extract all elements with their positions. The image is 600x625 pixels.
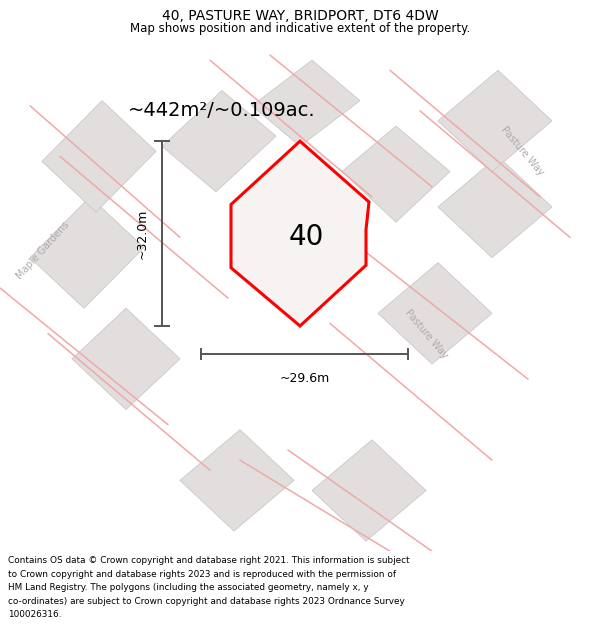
Polygon shape	[72, 308, 180, 409]
Text: co-ordinates) are subject to Crown copyright and database rights 2023 Ordnance S: co-ordinates) are subject to Crown copyr…	[8, 597, 404, 606]
Text: Pasture Way: Pasture Way	[403, 307, 449, 360]
Polygon shape	[342, 126, 450, 222]
Text: Maple Gardens: Maple Gardens	[15, 219, 71, 281]
Text: Contains OS data © Crown copyright and database right 2021. This information is : Contains OS data © Crown copyright and d…	[8, 556, 409, 566]
Polygon shape	[231, 141, 369, 326]
Text: ~442m²/~0.109ac.: ~442m²/~0.109ac.	[128, 101, 316, 120]
Text: Pasture Way: Pasture Way	[499, 125, 545, 177]
Text: Map shows position and indicative extent of the property.: Map shows position and indicative extent…	[130, 22, 470, 35]
Text: 40: 40	[289, 223, 323, 251]
Polygon shape	[42, 101, 156, 212]
Polygon shape	[162, 91, 276, 192]
Polygon shape	[312, 440, 426, 541]
Polygon shape	[378, 262, 492, 364]
Polygon shape	[438, 156, 552, 258]
Polygon shape	[252, 60, 360, 146]
Text: 100026316.: 100026316.	[8, 611, 61, 619]
Text: ~32.0m: ~32.0m	[136, 208, 149, 259]
Polygon shape	[30, 197, 144, 308]
Text: HM Land Registry. The polygons (including the associated geometry, namely x, y: HM Land Registry. The polygons (includin…	[8, 583, 368, 592]
Polygon shape	[438, 70, 552, 171]
Text: ~29.6m: ~29.6m	[280, 371, 329, 384]
Polygon shape	[180, 430, 294, 531]
Text: to Crown copyright and database rights 2023 and is reproduced with the permissio: to Crown copyright and database rights 2…	[8, 570, 396, 579]
Text: 40, PASTURE WAY, BRIDPORT, DT6 4DW: 40, PASTURE WAY, BRIDPORT, DT6 4DW	[161, 9, 439, 23]
